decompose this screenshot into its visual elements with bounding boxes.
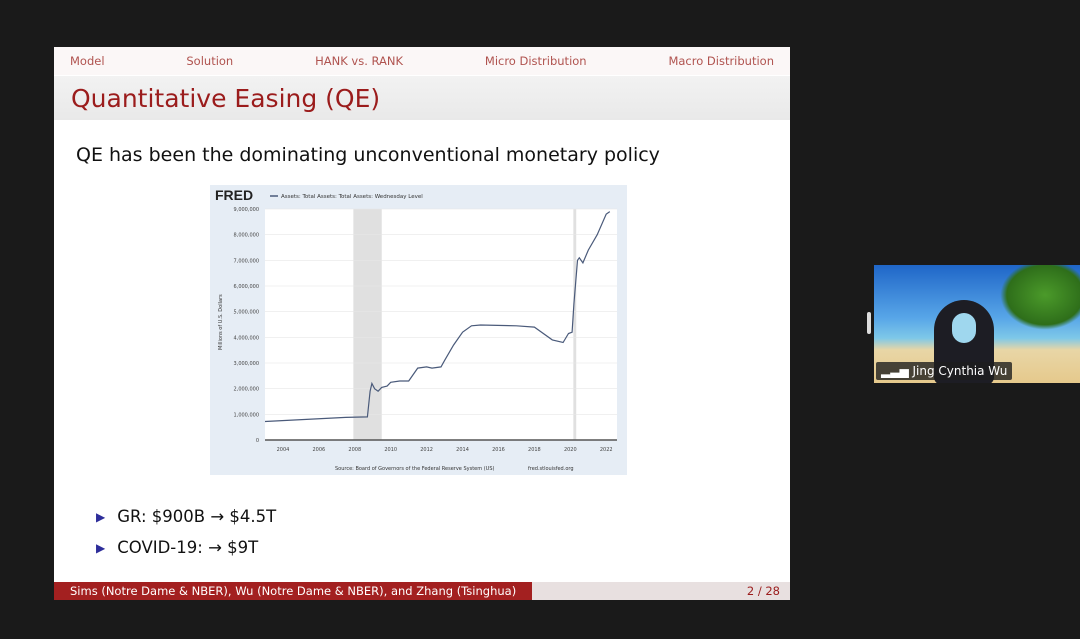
y-tick-label: 1,000,000 [234,412,259,418]
nav-macro-distribution[interactable]: Macro Distribution [668,54,774,68]
panel-resize-handle[interactable] [867,312,871,334]
y-tick-label: 5,000,000 [234,310,259,316]
x-tick-label: 2014 [456,447,469,453]
y-tick-label: 9,000,000 [234,207,259,213]
participant-face [952,313,976,343]
fred-chart: FRED Assets: Total Assets: Total Assets:… [210,185,627,475]
slide-footer: Sims (Notre Dame & NBER), Wu (Notre Dame… [54,582,790,600]
participant-name-label: ▂▃▅ Jing Cynthia Wu [876,362,1013,380]
title-bar: Quantitative Easing (QE) [54,76,790,120]
x-tick-label: 2018 [528,447,541,453]
participant-name: Jing Cynthia Wu [912,364,1008,378]
y-tick-label: 0 [256,438,259,444]
y-axis-label: Millions of U.S. Dollars [218,294,224,350]
x-tick-label: 2016 [492,447,505,453]
plot-area [265,209,617,440]
recession-shade [573,209,577,440]
slide-nav: Model Solution HANK vs. RANK Micro Distr… [54,47,790,75]
bullet-text: COVID-19: → $9T [117,538,259,557]
nav-solution[interactable]: Solution [186,54,234,68]
site-text: fred.stlouisfed.org [528,466,574,472]
slide-title: Quantitative Easing (QE) [71,83,381,113]
bullet-text: GR: $900B → $4.5T [117,507,277,526]
triangle-bullet-icon: ▶ [96,540,106,555]
source-text: Source: Board of Governors of the Federa… [335,466,494,472]
fred-logo: FRED [215,187,253,203]
y-tick-label: 3,000,000 [234,361,259,367]
x-tick-label: 2012 [420,447,433,453]
x-tick-label: 2022 [600,447,613,453]
y-tick-label: 4,000,000 [234,335,259,341]
y-tick-label: 7,000,000 [234,258,259,264]
nav-hank-vs-rank[interactable]: HANK vs. RANK [315,54,404,68]
presentation-slide: Model Solution HANK vs. RANK Micro Distr… [54,47,790,600]
signal-bars-icon: ▂▃▅ [881,364,913,378]
y-tick-label: 6,000,000 [234,284,259,290]
y-tick-label: 8,000,000 [234,233,259,239]
nav-model[interactable]: Model [70,54,105,68]
x-tick-label: 2010 [384,447,397,453]
y-tick-label: 2,000,000 [234,387,259,393]
intro-text: QE has been the dominating unconventiona… [76,144,660,166]
series-line [264,211,611,423]
palm-tree-background [1000,265,1080,330]
x-tick-label: 2008 [348,447,361,453]
chart-svg: FRED Assets: Total Assets: Total Assets:… [215,187,617,472]
footer-authors: Sims (Notre Dame & NBER), Wu (Notre Dame… [54,582,532,600]
bullet-gr: ▶ GR: $900B → $4.5T [96,507,276,526]
participant-video-tile[interactable]: ▂▃▅ Jing Cynthia Wu [874,265,1080,383]
recession-shade [353,209,382,440]
x-tick-label: 2004 [277,447,290,453]
legend-label: Assets: Total Assets: Total Assets: Wedn… [281,194,423,200]
bullet-list: ▶ GR: $900B → $4.5T ▶ COVID-19: → $9T [96,507,276,569]
x-tick-label: 2020 [564,447,577,453]
triangle-bullet-icon: ▶ [96,509,106,524]
bullet-covid: ▶ COVID-19: → $9T [96,538,276,557]
page-number: 2 / 28 [532,582,790,600]
x-tick-label: 2006 [313,447,326,453]
nav-micro-distribution[interactable]: Micro Distribution [484,54,587,68]
